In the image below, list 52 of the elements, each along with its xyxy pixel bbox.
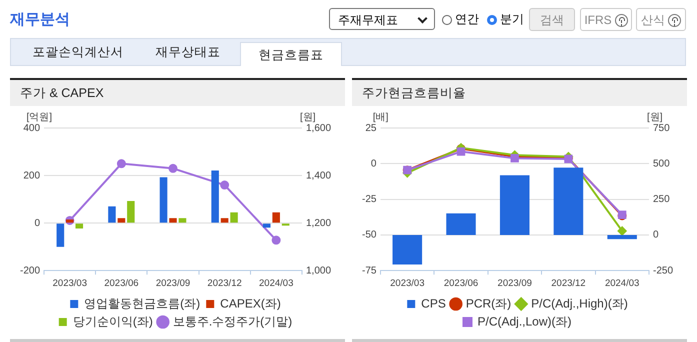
y2-tick-label: 0 (652, 230, 659, 241)
x-tick-label: 2023/12 (207, 278, 242, 289)
y-tick-label: -25 (362, 194, 377, 206)
text: IFRS (584, 13, 612, 27)
x-tick-label: 2023/09 (156, 278, 190, 289)
y2-tick-label: 500 (652, 158, 670, 170)
legend-label: P/C(Adj.,Low)(좌) (477, 314, 572, 328)
legend-label: CAPEX(좌) (220, 296, 281, 310)
y-tick-label: 400 (23, 122, 40, 134)
y2-tick-label: 250 (652, 194, 670, 206)
text: 검색 (529, 8, 575, 31)
chart-title: 주가현금흐름비율 (352, 80, 687, 106)
legend-label: 당기순이익(좌) (72, 314, 153, 328)
y2-tick-label: 1,600 (306, 122, 332, 134)
x-tick-label: 2023/03 (390, 278, 424, 289)
legend-label: P/C(Adj.,High)(좌) (531, 296, 628, 310)
y2-tick-label: 1,200 (306, 218, 332, 229)
dropdown-field: 주재무제표 (329, 8, 435, 30)
x-tick-label: 2023/12 (551, 278, 586, 289)
y2-axis-title: [원] (300, 112, 316, 123)
y2-tick-label: -250 (652, 265, 674, 276)
legend-label: PCR(좌) (466, 296, 512, 310)
x-tick-label: 2024/03 (604, 278, 640, 289)
text: 재무상태표 (154, 44, 222, 61)
y-tick-label: 0 (34, 218, 40, 229)
x-tick-label: 2023/09 (498, 278, 532, 289)
y-tick-label: 25 (365, 122, 377, 134)
y2-tick-label: 1,400 (306, 170, 332, 182)
text: 포괄손익계산서 (32, 44, 124, 61)
text: 산식 (641, 13, 665, 27)
y2-tick-label: 1,000 (306, 265, 332, 276)
legend-label: 보통주.수정주가(기말) (172, 314, 292, 328)
x-tick-label: 2023/06 (444, 278, 478, 289)
legend-label: 영업활동현금흐름(좌) (84, 296, 200, 310)
y-axis-title: [억원] (26, 112, 52, 123)
chart-title: 주가 & CAPEX (10, 80, 345, 106)
text: 재무분석 (10, 10, 70, 29)
y-axis-title: [배] (372, 112, 389, 123)
x-tick-label: 2023/03 (52, 278, 87, 289)
text: 분기 (500, 11, 524, 28)
x-tick-label: 2024/03 (259, 278, 294, 289)
y-tick-label: 0 (370, 158, 377, 170)
legend-label: CPS (421, 296, 446, 310)
y-tick-label: -75 (362, 265, 377, 276)
y-tick-label: -50 (362, 230, 377, 241)
y-tick-label: -200 (20, 265, 40, 276)
x-tick-label: 2023/06 (104, 278, 139, 289)
text: 현금흐름표 (240, 42, 342, 66)
y-tick-label: 200 (23, 170, 40, 182)
y2-axis-title: [원] (646, 112, 663, 123)
y2-tick-label: 750 (652, 122, 670, 134)
text: 연간 (455, 11, 479, 28)
